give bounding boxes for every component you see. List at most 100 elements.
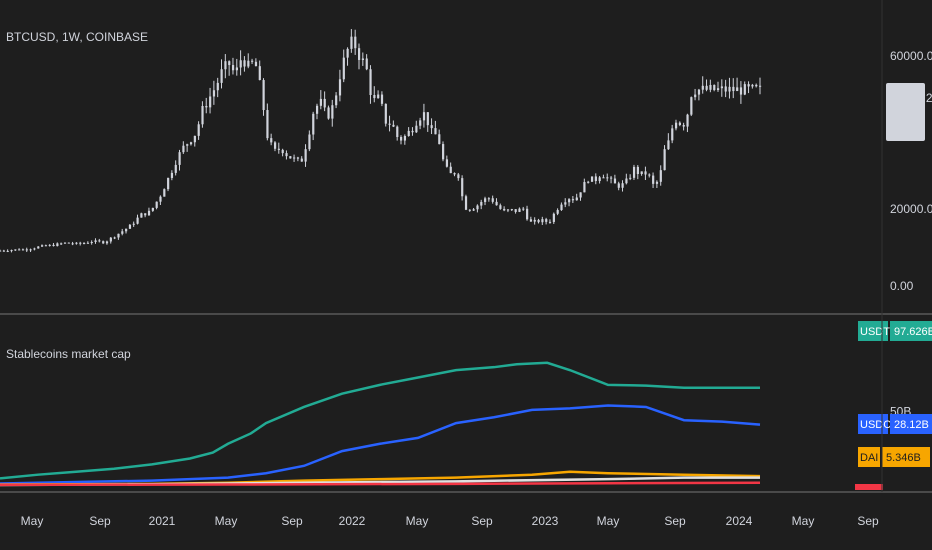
candle-body: [716, 88, 720, 91]
candle-body: [755, 84, 758, 87]
candle-body: [373, 95, 376, 99]
candle-body: [369, 69, 372, 96]
series-value-label: 97.626B: [894, 326, 932, 338]
candle-body: [503, 208, 506, 211]
candle-body: [209, 96, 212, 108]
candle-body: [281, 149, 284, 154]
time-tick-label: May: [215, 514, 238, 528]
candle-body: [151, 207, 154, 211]
candle-body: [147, 210, 151, 216]
candle-body: [411, 130, 414, 133]
candle-body: [759, 85, 762, 87]
candle-body: [743, 84, 746, 95]
candle-body: [216, 82, 219, 91]
series-name-tag: [858, 321, 888, 341]
candle-body: [644, 171, 647, 175]
candle-body: [350, 36, 353, 49]
time-tick-label: Sep: [857, 514, 879, 528]
candle-body: [594, 176, 597, 182]
candle-body: [739, 87, 743, 95]
series-usdt-line: [0, 361, 760, 480]
series-value-tag: [890, 321, 932, 341]
series-value-label: 5.346B: [886, 452, 921, 464]
candle-body: [144, 213, 147, 216]
candle-body: [327, 107, 330, 119]
candle-body: [67, 242, 70, 244]
stablecoin-pane[interactable]: Stablecoins market cap 50B USDT 97.626BUS…: [0, 321, 932, 490]
candle-body: [270, 138, 273, 143]
candle-body: [610, 177, 613, 179]
candle-body: [575, 197, 578, 201]
price-series: [0, 29, 762, 253]
candle-body: [640, 171, 643, 174]
candle-body: [751, 84, 754, 87]
candle-body: [674, 122, 678, 129]
candle-body: [434, 128, 437, 135]
candle-body: [128, 224, 132, 229]
candle-body: [14, 249, 17, 251]
candle-body: [587, 181, 590, 183]
candle-body: [548, 221, 552, 223]
candle-body: [159, 196, 162, 202]
candle-body: [449, 166, 452, 174]
time-tick-label: May: [792, 514, 815, 528]
price-axis: 0.00 20000.00 60000.00: [890, 49, 932, 293]
candle-body: [102, 241, 105, 244]
candle-body: [189, 142, 193, 145]
candle-body: [690, 97, 693, 115]
candle-body: [335, 95, 338, 106]
candle-body: [273, 142, 277, 149]
candle-body: [56, 243, 59, 247]
candle-body: [266, 110, 269, 139]
candle-body: [400, 137, 403, 141]
candle-body: [583, 182, 586, 193]
stablecoin-title: Stablecoins market cap: [6, 347, 131, 361]
series-name-label: USDC: [860, 419, 891, 431]
candle-body: [476, 205, 479, 210]
candle-body: [296, 157, 300, 159]
candle-body: [724, 86, 727, 92]
candle-body: [667, 140, 670, 150]
candle-body: [90, 242, 93, 244]
candle-body: [6, 250, 9, 252]
series-value-tag: [890, 414, 932, 434]
price-tick-label: 60000.00: [890, 49, 932, 63]
candle-body: [621, 183, 624, 188]
candle-body: [52, 244, 55, 247]
stablecoin-tags: USDT 97.626B USDC 28.12B DAI 5.346B: [855, 321, 932, 490]
candle-body: [365, 58, 368, 70]
candle-body: [105, 241, 109, 244]
candle-body: [132, 223, 135, 225]
candle-body: [304, 149, 307, 162]
candle-body: [442, 144, 445, 160]
candle-body: [438, 134, 441, 145]
candle-body: [636, 166, 639, 174]
candle-body: [552, 213, 555, 222]
candle-body: [709, 84, 712, 90]
series-value-label: 28.12B: [894, 419, 929, 431]
candle-body: [63, 242, 67, 244]
candle-body: [491, 198, 494, 202]
candle-body: [308, 134, 311, 150]
candle-body: [357, 48, 361, 60]
candle-body: [736, 87, 739, 92]
time-tick-label: Sep: [281, 514, 303, 528]
candle-body: [109, 237, 112, 242]
candle-body: [732, 86, 735, 92]
candle-body: [652, 175, 655, 184]
candle-body: [602, 177, 605, 179]
candle-body: [155, 201, 158, 208]
time-tick-label: May: [597, 514, 620, 528]
candle-body: [560, 204, 563, 211]
candle-body: [247, 60, 250, 67]
candle-body: [254, 61, 258, 67]
candle-body: [541, 219, 544, 223]
last-price-countdown: 1d 7h: [890, 115, 920, 129]
candle-body: [346, 48, 349, 58]
candle-body: [29, 249, 32, 251]
price-pane[interactable]: BTCUSD, 1W, COINBASE 0.00 20000.00 60000.0…: [0, 29, 932, 293]
candle-body: [663, 149, 666, 171]
candle-body: [277, 148, 280, 150]
candle-body: [377, 94, 380, 99]
